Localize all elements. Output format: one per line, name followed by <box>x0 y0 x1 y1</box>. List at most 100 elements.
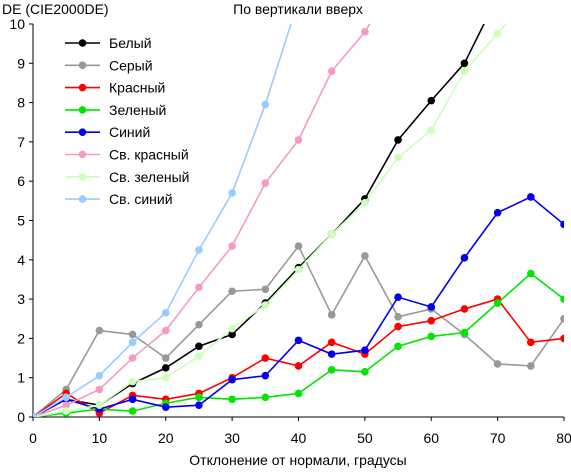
data-point <box>327 311 336 319</box>
data-point <box>294 242 303 250</box>
data-point <box>128 330 137 339</box>
data-point <box>394 153 402 162</box>
data-point <box>95 385 104 394</box>
data-point <box>228 287 236 296</box>
data-point <box>195 401 203 410</box>
data-point <box>427 332 436 341</box>
data-point <box>493 208 502 217</box>
y-tick-label: 7 <box>17 134 25 150</box>
data-point <box>294 265 303 274</box>
data-point <box>294 389 303 398</box>
y-axis-label: DE (CIE2000DE) <box>2 1 109 17</box>
data-point <box>195 352 203 360</box>
data-point <box>460 67 469 75</box>
x-tick-label: 20 <box>158 430 174 446</box>
y-tick-label: 9 <box>17 55 25 71</box>
data-point <box>161 354 170 362</box>
data-point <box>261 354 270 362</box>
legend-label: Св. зеленый <box>109 169 189 185</box>
data-point <box>560 220 564 229</box>
series-area <box>33 24 564 417</box>
data-point <box>327 366 336 374</box>
data-point <box>95 326 104 335</box>
data-point <box>361 252 369 260</box>
legend-label: Белый <box>109 35 152 51</box>
x-tick-label: 70 <box>490 430 506 446</box>
data-point <box>394 293 402 301</box>
data-point <box>161 326 170 335</box>
data-point <box>62 393 70 402</box>
y-tick-label: 0 <box>17 409 25 425</box>
legend-swatch-marker <box>78 128 87 136</box>
data-point <box>427 96 436 105</box>
data-point <box>361 346 369 354</box>
series-line <box>33 195 564 417</box>
data-point <box>394 342 402 351</box>
legend-swatch-marker <box>78 173 87 181</box>
y-tick-label: 8 <box>17 95 25 111</box>
data-point <box>228 330 236 339</box>
data-point <box>195 320 203 329</box>
data-point <box>327 230 336 239</box>
data-point <box>228 189 236 197</box>
data-point <box>195 283 203 292</box>
data-point <box>228 242 236 250</box>
legend-swatch-marker <box>78 106 87 114</box>
legend-label: Серый <box>109 57 153 73</box>
y-tick-label: 4 <box>17 252 25 268</box>
data-point <box>161 373 170 382</box>
legend-label: Синий <box>109 124 150 140</box>
plot-layer: 0 1 2 3 4 5 6 7 8 9 10 0 10 20 30 40 50 60 70 80 <box>9 16 571 446</box>
data-point <box>195 393 203 402</box>
data-point <box>560 334 564 343</box>
data-point <box>460 254 469 262</box>
data-point <box>261 371 270 380</box>
data-point <box>161 309 170 317</box>
data-point <box>493 299 502 307</box>
data-point <box>560 314 564 323</box>
data-point <box>128 354 137 362</box>
x-tick-label: 60 <box>423 430 439 446</box>
data-point <box>394 322 402 331</box>
y-tick-label: 5 <box>17 213 25 229</box>
data-point <box>261 100 270 109</box>
data-point <box>128 338 137 347</box>
series-line <box>33 24 507 417</box>
data-point <box>228 395 236 404</box>
x-tick-label: 50 <box>357 430 373 446</box>
chart-title: По вертикали вверх <box>233 1 363 17</box>
data-point <box>460 305 469 313</box>
x-tick-label: 10 <box>92 430 108 446</box>
legend-swatch-marker <box>78 195 87 203</box>
data-point <box>294 362 303 370</box>
data-point <box>460 59 469 68</box>
data-point <box>460 328 469 337</box>
x-tick-label: 40 <box>291 430 307 446</box>
legend-label: Красный <box>109 80 165 96</box>
x-tick-label: 30 <box>224 430 240 446</box>
legend-swatch-marker <box>78 39 87 47</box>
data-point <box>527 362 535 370</box>
data-point <box>261 285 270 294</box>
x-tick-label: 0 <box>29 430 37 446</box>
legend: Белый Серый Красный Зеленый Синий Св. красный… <box>65 35 189 207</box>
data-point <box>527 338 535 347</box>
data-point <box>493 360 502 368</box>
data-point <box>527 193 535 201</box>
x-tick-label: 80 <box>556 430 571 446</box>
data-point <box>261 393 270 402</box>
legend-label: Св. синий <box>109 191 173 207</box>
data-point <box>161 364 170 372</box>
data-point <box>361 28 369 36</box>
data-point <box>261 301 270 309</box>
data-point <box>261 179 270 187</box>
data-point <box>361 368 369 376</box>
data-point <box>128 377 137 386</box>
data-point <box>228 324 236 333</box>
y-tick-label: 1 <box>17 370 25 386</box>
data-point <box>195 342 203 351</box>
data-point <box>361 199 369 207</box>
data-point <box>294 336 303 345</box>
